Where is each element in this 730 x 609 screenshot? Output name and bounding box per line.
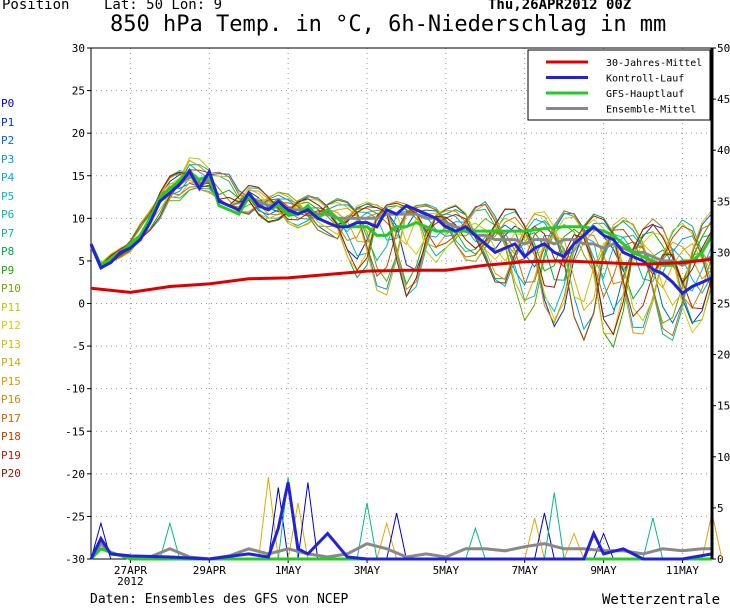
precip-member-peak xyxy=(534,512,555,560)
y-tick-label-left: -30 xyxy=(65,553,85,566)
member-label-p0: P0 xyxy=(1,97,15,110)
precip-member-peak xyxy=(563,532,585,560)
x-tick-label: 7MAY xyxy=(511,564,538,577)
y-tick-label-left: -20 xyxy=(65,468,85,481)
x-tick-label: 5MAY xyxy=(433,564,460,577)
precip-member-peak xyxy=(543,492,565,560)
precip-control-line xyxy=(89,482,713,561)
precip-member-peak xyxy=(267,487,289,560)
y-tick-label-right: 35 xyxy=(717,195,730,208)
precip-gfs-line xyxy=(89,547,712,561)
x-tick-label: 1MAY xyxy=(275,564,302,577)
member-label-p11: P11 xyxy=(1,300,21,314)
precip-member-peak xyxy=(465,526,486,560)
y-tick-label-right: 15 xyxy=(717,400,730,413)
chart-title: 850 hPa Temp. in °C, 6h-Niederschlag in … xyxy=(110,12,667,37)
y-tick-label-left: 0 xyxy=(78,298,85,311)
member-label-p17: P17 xyxy=(1,411,21,425)
legend-label: Kontroll-Lauf xyxy=(606,74,684,85)
x-tick-label: 11MAY xyxy=(666,564,699,577)
member-label-p9: P9 xyxy=(1,263,15,277)
y-tick-label-left: 25 xyxy=(72,85,85,98)
member-label-p19: P19 xyxy=(1,448,21,462)
member-label-p20: P20 xyxy=(1,467,21,480)
member-label-p13: P13 xyxy=(1,337,21,351)
y-tick-label-left: 20 xyxy=(72,127,85,140)
precip-member-peak xyxy=(297,482,319,560)
x-tick-label: 27APR xyxy=(114,564,147,577)
member-label-p18: P18 xyxy=(1,430,21,443)
member-label-p16: P16 xyxy=(1,393,21,406)
member-label-p3: P3 xyxy=(1,152,15,166)
y-tick-label-right: 30 xyxy=(717,246,730,259)
y-tick-label-left: -5 xyxy=(72,340,85,353)
y-tick-label-left: 10 xyxy=(72,212,85,225)
precip-member-peak xyxy=(642,517,664,560)
member-label-p6: P6 xyxy=(1,208,15,221)
y-tick-label-right: 0 xyxy=(717,553,724,566)
y-tick-label-left: 30 xyxy=(72,42,85,55)
data-source: Daten: Ensembles des GFS von NCEP xyxy=(90,592,349,607)
x-tick-sublabel: 2012 xyxy=(117,575,144,588)
member-label-p14: P14 xyxy=(1,356,21,369)
x-tick-label: 3MAY xyxy=(354,564,381,577)
gfs-main-run-line xyxy=(89,169,714,268)
y-tick-label-right: 25 xyxy=(717,298,730,311)
x-tick-label: 29APR xyxy=(193,564,226,577)
y-tick-label-left: -15 xyxy=(65,425,85,438)
precip-member-peak xyxy=(356,502,378,560)
y-tick-label-right: 40 xyxy=(717,144,730,157)
y-tick-label-right: 10 xyxy=(717,451,730,464)
y-tick-label-right: 50 xyxy=(717,42,730,55)
position-label: Position xyxy=(2,0,70,13)
y-tick-label-left: -25 xyxy=(65,510,85,523)
member-line-p18 xyxy=(90,169,713,342)
member-label-p2: P2 xyxy=(1,134,15,147)
y-tick-label-left: 15 xyxy=(72,170,85,183)
precip-member-peak xyxy=(258,477,279,560)
member-label-p7: P7 xyxy=(1,226,15,240)
y-tick-label-right: 45 xyxy=(717,93,730,106)
precip-member-peak xyxy=(386,512,407,560)
y-tick-label-right: 5 xyxy=(717,502,724,515)
precip-member-peak xyxy=(159,521,181,560)
x-tick-label: 9MAY xyxy=(590,564,617,577)
member-label-p12: P12 xyxy=(1,319,21,332)
brand-label: Wetterzentrale xyxy=(602,592,721,608)
member-label-p5: P5 xyxy=(1,189,15,203)
precip-member-peak xyxy=(524,517,545,560)
legend-label: 30-Jahres-Mittel xyxy=(606,58,702,69)
member-label-p15: P15 xyxy=(1,374,21,388)
member-label-p10: P10 xyxy=(1,282,21,295)
climate-mean-line xyxy=(90,257,713,294)
member-label-p4: P4 xyxy=(1,171,15,184)
member-label-p8: P8 xyxy=(1,245,15,258)
legend-label: Ensemble-Mittel xyxy=(606,105,696,116)
run-timestamp: Thu,26APR2012 00Z xyxy=(488,0,632,13)
y-tick-label-right: 20 xyxy=(717,349,730,362)
member-line-p12 xyxy=(90,175,713,334)
location-label: Lat: 50 Lon: 9 xyxy=(104,0,223,13)
legend-label: GFS-Hauptlauf xyxy=(606,89,684,100)
member-label-p1: P1 xyxy=(1,115,15,129)
precip-member-peak xyxy=(287,502,309,560)
control-run-line xyxy=(89,167,713,296)
y-tick-label-left: 5 xyxy=(78,255,85,268)
y-tick-label-left: -10 xyxy=(65,383,85,396)
